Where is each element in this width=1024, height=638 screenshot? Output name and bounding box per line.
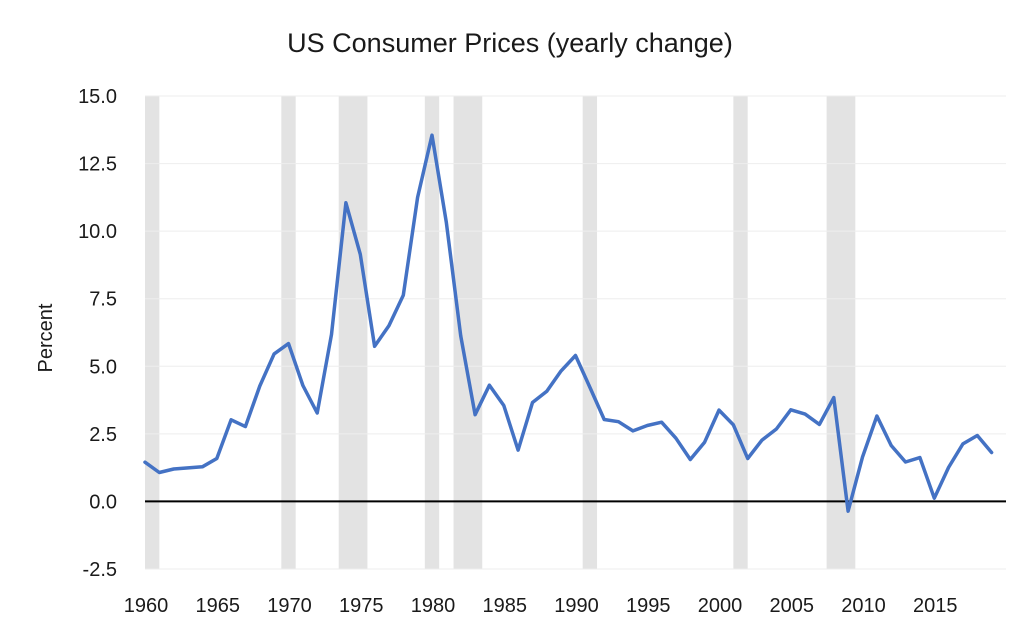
- recession-band: [733, 96, 748, 569]
- x-tick-label: 2010: [841, 595, 886, 617]
- y-axis-ticks: 15.0 12.5 10.0 7.5 5.0 2.5 0.0 -2.5: [78, 86, 117, 581]
- recession-band: [826, 96, 856, 569]
- y-tick-label: 2.5: [89, 424, 117, 446]
- x-tick-label: 1980: [411, 595, 456, 617]
- x-tick-label: 1965: [196, 595, 241, 617]
- gridlines-group: [145, 95, 1006, 570]
- x-tick-label: 1985: [483, 595, 528, 617]
- recession-band: [338, 96, 368, 569]
- x-tick-label: 2000: [698, 595, 743, 617]
- series-group: [143, 133, 994, 513]
- recession-band: [582, 96, 598, 569]
- recession-band: [281, 96, 296, 569]
- y-tick-label: 7.5: [89, 289, 117, 311]
- y-axis-label: Percent: [35, 303, 57, 372]
- series-line: [143, 133, 994, 513]
- x-tick-label: 1960: [124, 595, 169, 617]
- x-tick-label: 2005: [770, 595, 815, 617]
- y-tick-label: 15.0: [78, 86, 117, 108]
- chart-title: US Consumer Prices (yearly change): [287, 28, 733, 58]
- x-tick-label: 1990: [554, 595, 599, 617]
- recession-band: [453, 96, 483, 569]
- y-tick-label: 10.0: [78, 221, 117, 243]
- x-tick-label: 1975: [339, 595, 384, 617]
- y-tick-label: 0.0: [89, 491, 117, 513]
- y-tick-label: 5.0: [89, 356, 117, 378]
- x-axis-ticks: 1960 1965 1970 1975 1980 1985 1990 1995 2000 2005…: [124, 595, 958, 617]
- x-tick-label: 2015: [913, 595, 958, 617]
- recession-shading-group: [145, 96, 856, 569]
- x-tick-label: 1995: [626, 595, 671, 617]
- recession-band: [424, 96, 440, 569]
- y-tick-label: 12.5: [78, 154, 117, 176]
- y-tick-label: -2.5: [83, 559, 117, 581]
- recession-band: [145, 96, 160, 569]
- x-tick-label: 1970: [267, 595, 312, 617]
